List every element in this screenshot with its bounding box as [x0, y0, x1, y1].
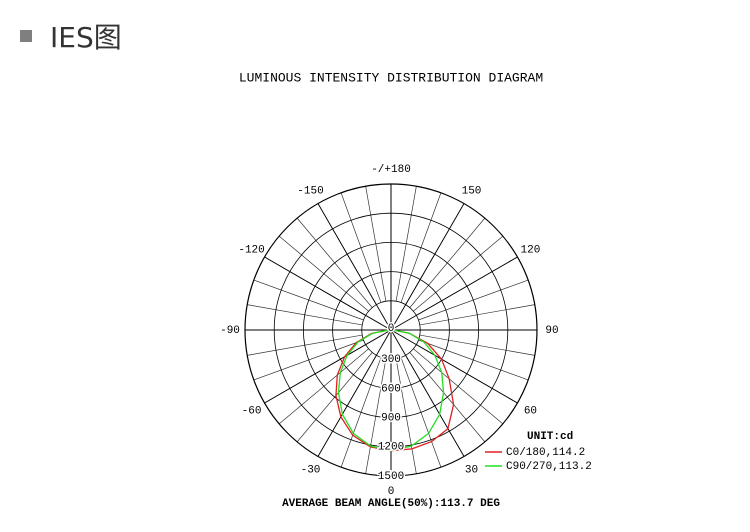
angle-tick-label: 0 [388, 486, 395, 498]
angle-tick-label: -60 [242, 405, 262, 417]
angle-tick-label: 30 [465, 464, 478, 476]
angle-tick-label: 90 [545, 325, 558, 337]
legend-label: C90/270,113.2 [506, 461, 592, 473]
r-tick-label: 900 [381, 413, 401, 425]
angle-tick-label: 150 [462, 185, 482, 197]
angle-tick-label: 120 [521, 244, 541, 256]
r-tick-label: 0 [388, 323, 395, 335]
header-icon [20, 30, 32, 42]
angle-grid-line [264, 329, 392, 404]
angle-grid-line [390, 256, 518, 331]
unit-label: UNIT:cd [527, 431, 573, 443]
angle-tick-label: 60 [524, 405, 537, 417]
header: IES图 [20, 14, 122, 58]
angle-tick-label: -120 [238, 244, 264, 256]
chart-title: LUMINOUS INTENSITY DISTRIBUTION DIAGRAM [239, 70, 543, 85]
r-tick-label: 1200 [378, 442, 404, 454]
footer: AVERAGE BEAM ANGLE(50%):113.7 DEG [282, 498, 500, 510]
angle-grid-line [317, 203, 392, 331]
legend-label: C0/180,114.2 [506, 447, 585, 459]
angle-grid-line [390, 329, 518, 404]
header-title: IES图 [50, 21, 122, 54]
r-tick-label: 300 [381, 354, 401, 366]
series-line [337, 329, 445, 452]
angle-grid-line [264, 256, 392, 331]
angle-grid-line [390, 203, 465, 331]
angle-tick-label: -90 [220, 325, 240, 337]
r-tick-label: 600 [381, 383, 401, 395]
r-tick-label: 1500 [378, 471, 404, 483]
angle-grid-line [390, 329, 465, 457]
angle-grid-line [317, 329, 392, 457]
angle-tick-label: -30 [301, 464, 321, 476]
angle-tick-label: -150 [297, 185, 323, 197]
angle-tick-label: -/+180 [371, 164, 411, 176]
